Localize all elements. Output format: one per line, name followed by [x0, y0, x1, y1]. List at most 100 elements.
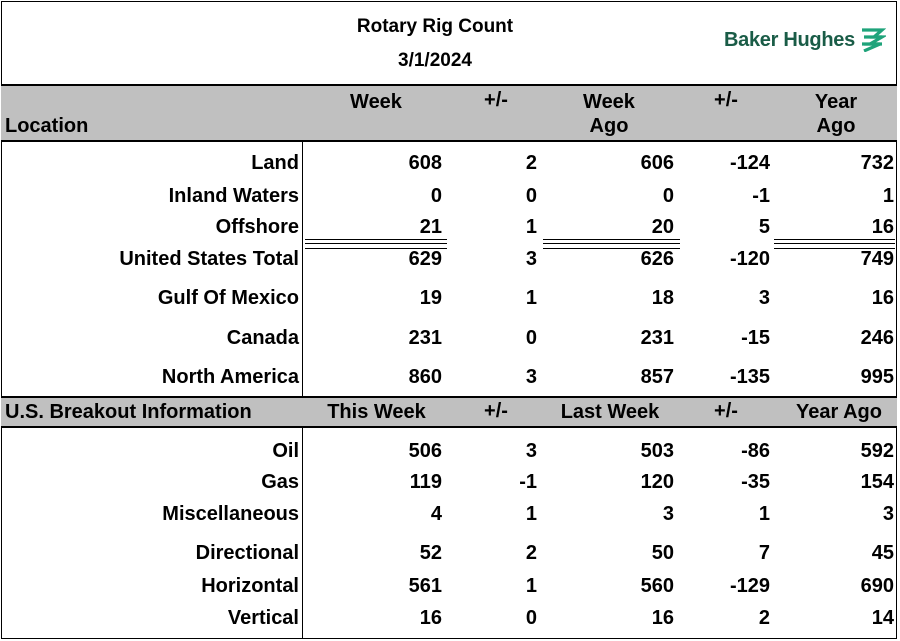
row-label: Oil	[272, 440, 299, 462]
week-ago-value: 626	[640, 248, 674, 270]
year-ago-value: 16	[871, 216, 894, 238]
week-ago-value: 857	[640, 366, 674, 388]
change2-value: -124	[729, 152, 770, 174]
week-ago-value: 120	[640, 471, 674, 493]
total-double-line	[543, 243, 680, 249]
change2-header: +/-	[714, 89, 738, 111]
week-ago-header-line2: Ago	[589, 115, 629, 137]
year-ago-value: 1	[882, 185, 894, 207]
week-value: 16	[419, 607, 442, 629]
sum-underline	[543, 239, 680, 240]
week-ago-value: 503	[640, 440, 674, 462]
change1-value: 0	[525, 607, 537, 629]
change1-value: 3	[525, 440, 537, 462]
row-label: Land	[251, 152, 299, 174]
change1-value: 1	[525, 575, 537, 597]
year-ago-header-line2: Ago	[816, 115, 856, 137]
report-date: 3/1/2024	[398, 50, 472, 71]
change2-value: -35	[741, 471, 770, 493]
change1-value: 2	[525, 542, 537, 564]
location-header-band: Location Week +/- Week Ago +/- Year Ago	[1, 84, 897, 142]
change1-header: +/-	[484, 400, 508, 422]
baker-hughes-logo: Baker Hughes	[724, 28, 886, 52]
week-ago-value: 50	[651, 542, 674, 564]
year-ago-value: 732	[860, 152, 894, 174]
row-label: Directional	[195, 542, 299, 564]
row-label: North America	[161, 366, 299, 388]
year-ago-value: 3	[882, 503, 894, 525]
report-title: Rotary Rig Count	[356, 16, 514, 37]
year-ago-value: 154	[860, 471, 894, 493]
week-value: 21	[419, 216, 442, 238]
year-ago-value: 995	[860, 366, 894, 388]
week-ago-value: 16	[651, 607, 674, 629]
change2-value: -120	[729, 248, 770, 270]
week-value: 561	[408, 575, 442, 597]
week-value: 608	[408, 152, 442, 174]
change2-value: -15	[741, 327, 770, 349]
row-label: Inland Waters	[168, 185, 299, 207]
baker-hughes-mark-icon	[861, 28, 886, 52]
year-ago-value: 16	[871, 287, 894, 309]
year-ago-value: 246	[860, 327, 894, 349]
week-ago-value: 560	[640, 575, 674, 597]
breakout-title: U.S. Breakout Information	[5, 401, 252, 423]
change1-value: 0	[525, 327, 537, 349]
week-ago-value: 231	[640, 327, 674, 349]
change2-value: -1	[752, 185, 770, 207]
last-week-header: Last Week	[560, 401, 660, 423]
change1-value: 3	[525, 248, 537, 270]
row-label: Gulf Of Mexico	[157, 287, 299, 309]
week-ago-value: 3	[662, 503, 674, 525]
week-ago-header-line1: Week	[583, 91, 635, 113]
week-value: 52	[419, 542, 442, 564]
this-week-header: This Week	[327, 401, 426, 423]
row-label: United States Total	[119, 248, 299, 270]
change1-value: 3	[525, 366, 537, 388]
change1-value: 2	[525, 152, 537, 174]
total-double-line	[305, 243, 447, 249]
week-value: 506	[408, 440, 442, 462]
change2-value: 7	[758, 542, 770, 564]
row-label: Miscellaneous	[162, 503, 299, 525]
change1-value: 1	[525, 287, 537, 309]
week-ago-value: 0	[662, 185, 674, 207]
change2-value: -86	[741, 440, 770, 462]
change2-value: 2	[758, 607, 770, 629]
row-label: Offshore	[215, 216, 299, 238]
week-value: 629	[408, 248, 442, 270]
week-value: 860	[408, 366, 442, 388]
change2-value: 5	[758, 216, 770, 238]
week-value: 119	[409, 471, 442, 493]
week-value: 231	[408, 327, 442, 349]
label-separator-line	[302, 428, 303, 638]
breakout-header-band: U.S. Breakout Information This Week +/- …	[1, 396, 897, 428]
week-value: 19	[419, 287, 442, 309]
year-ago-header: Year Ago	[796, 401, 882, 423]
row-label: Canada	[226, 327, 299, 349]
total-double-line	[774, 243, 895, 249]
sum-underline	[774, 239, 895, 240]
change2-value: -135	[729, 366, 770, 388]
year-ago-value: 592	[860, 440, 894, 462]
year-ago-header-line1: Year	[814, 91, 858, 113]
week-value: 0	[430, 185, 442, 207]
location-header: Location	[5, 115, 89, 137]
change1-value: 0	[525, 185, 537, 207]
change1-header: +/-	[484, 89, 508, 111]
change2-header: +/-	[714, 400, 738, 422]
sum-underline	[305, 239, 447, 240]
change1-value: -1	[519, 471, 537, 493]
change2-value: -129	[729, 575, 770, 597]
year-ago-value: 45	[871, 542, 894, 564]
year-ago-value: 749	[860, 248, 894, 270]
change1-value: 1	[525, 503, 537, 525]
week-header: Week	[350, 91, 402, 113]
change2-value: 1	[758, 503, 770, 525]
year-ago-value: 690	[860, 575, 894, 597]
row-label: Gas	[261, 471, 299, 493]
change2-value: 3	[758, 287, 770, 309]
change1-value: 1	[525, 216, 537, 238]
week-ago-value: 18	[651, 287, 674, 309]
